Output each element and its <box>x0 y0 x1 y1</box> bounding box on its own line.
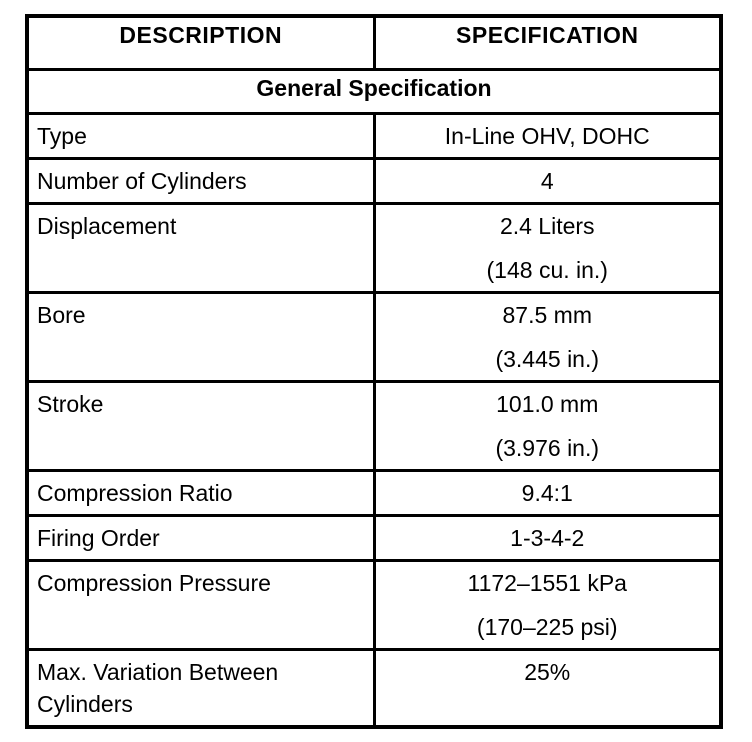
description-cell: Max. Variation Between Cylinders <box>25 648 376 729</box>
spec-line: 101.0 mm <box>496 391 599 417</box>
column-header-description: DESCRIPTION <box>25 14 376 71</box>
engine-spec-table: DESCRIPTION SPECIFICATION General Specif… <box>25 14 723 729</box>
spec-line: 87.5 mm <box>502 302 592 328</box>
spec-line: 4 <box>540 168 554 194</box>
description-cell: Number of Cylinders <box>25 157 376 205</box>
section-header-row: General Specification <box>25 68 723 115</box>
specification-cell: 87.5 mm (3.445 in.) <box>372 291 723 383</box>
table-row: Stroke 101.0 mm (3.976 in.) <box>25 380 723 472</box>
specification-cell: 101.0 mm (3.976 in.) <box>372 380 723 472</box>
specification-cell: 1172–1551 kPa (170–225 psi) <box>372 559 723 651</box>
specification-cell: 9.4:1 <box>372 469 723 517</box>
spec-line: 2.4 Liters <box>499 213 595 239</box>
description-cell: Firing Order <box>25 514 376 562</box>
spec-table-body: General Specification Type In-Line OHV, D… <box>25 68 723 729</box>
table-row: Firing Order 1-3-4-2 <box>25 514 723 562</box>
spec-line: (3.445 in.) <box>495 346 600 372</box>
table-header-row: DESCRIPTION SPECIFICATION <box>25 14 723 71</box>
description-cell: Stroke <box>25 380 376 472</box>
table-row: Number of Cylinders 4 <box>25 157 723 205</box>
specification-cell: In-Line OHV, DOHC <box>372 112 723 160</box>
spec-line: 25% <box>524 659 571 685</box>
description-cell: Type <box>25 112 376 160</box>
spec-line: (148 cu. in.) <box>486 257 608 283</box>
spec-line: (3.976 in.) <box>495 435 600 461</box>
table-row: Compression Ratio 9.4:1 <box>25 469 723 517</box>
specification-cell: 2.4 Liters (148 cu. in.) <box>372 202 723 294</box>
specification-cell: 1-3-4-2 <box>372 514 723 562</box>
description-cell: Compression Pressure <box>25 559 376 651</box>
spec-line: In-Line OHV, DOHC <box>444 123 650 149</box>
column-header-specification: SPECIFICATION <box>372 14 723 71</box>
description-cell: Compression Ratio <box>25 469 376 517</box>
specification-cell: 4 <box>372 157 723 205</box>
spec-line: 9.4:1 <box>521 480 573 506</box>
spec-line: (170–225 psi) <box>476 614 618 640</box>
spec-line: 1172–1551 kPa <box>467 570 627 596</box>
specification-cell: 25% <box>372 648 723 729</box>
description-cell: Displacement <box>25 202 376 294</box>
table-row: Compression Pressure 1172–1551 kPa (170–22… <box>25 559 723 651</box>
table-row: Max. Variation Between Cylinders 25% <box>25 648 723 729</box>
spec-line: 1-3-4-2 <box>510 525 585 551</box>
table-row: Bore 87.5 mm (3.445 in.) <box>25 291 723 383</box>
section-title: General Specification <box>25 68 723 115</box>
table-row: Displacement 2.4 Liters (148 cu. in.) <box>25 202 723 294</box>
table-row: Type In-Line OHV, DOHC <box>25 112 723 160</box>
description-cell: Bore <box>25 291 376 383</box>
